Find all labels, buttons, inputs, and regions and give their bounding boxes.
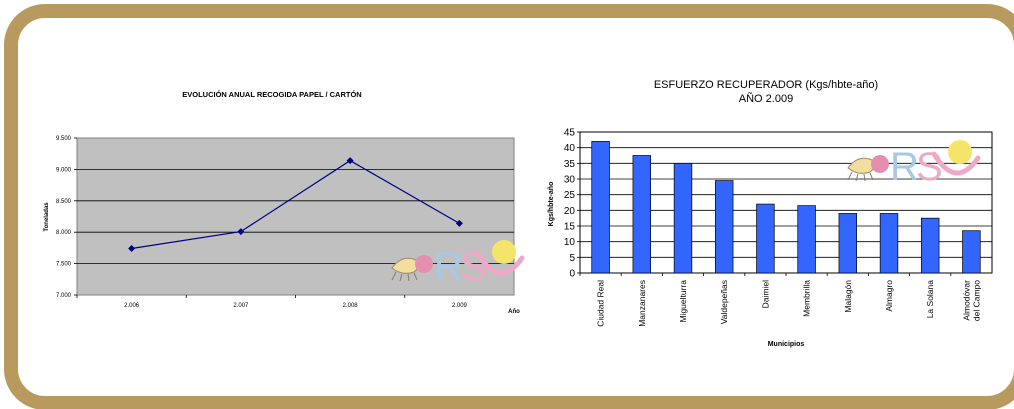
bar-y-tick-label: 0 [569, 269, 575, 280]
bar-x-tick-label: Malagón [843, 280, 853, 313]
bar-y-axis-label: Kgs/hbte-año [548, 182, 555, 227]
bar [838, 213, 858, 274]
logo-letter-r: R [890, 145, 919, 189]
bar-x-tick-label: Daimiel [760, 280, 770, 308]
bar [756, 203, 775, 274]
bar [920, 217, 940, 274]
line-chart: EVOLUCIÓN ANUAL RECOGIDA PAPEL / CARTÓN … [44, 90, 522, 315]
line-chart-title: EVOLUCIÓN ANUAL RECOGIDA PAPEL / CARTÓN [182, 90, 361, 99]
line-x-tick-label: 2.006 [124, 303, 140, 309]
line-y-tick-label: 7.500 [56, 262, 72, 268]
bar-chart: ESFUERZO RECUPERADOR (Kgs/hbte-año) AÑO … [548, 79, 993, 348]
bar-y-tick-label: 15 [564, 222, 576, 233]
line-x-tick-label: 2.009 [452, 303, 468, 309]
bar [714, 180, 734, 274]
bar-y-tick-label: 10 [564, 237, 576, 248]
bar-y-tick-label: 40 [564, 143, 576, 154]
bar [797, 205, 816, 274]
line-point [128, 245, 136, 253]
line-series [131, 159, 460, 250]
bar-chart-subtitle: AÑO 2.009 [739, 92, 793, 105]
line-x-tick-label: 2.008 [343, 303, 359, 309]
bar-x-tick-label: La Solana [925, 280, 935, 319]
line-y-axis-label: Toneladas [44, 202, 50, 232]
line-x-tick-label: 2.007 [233, 303, 249, 309]
bar-y-tick-label: 25 [564, 190, 576, 201]
line-point [346, 157, 354, 165]
bar [673, 162, 693, 274]
rsu-logo-line: R S [392, 240, 522, 289]
bar-x-tick-label: Manzanares [637, 280, 647, 327]
bar-x-axis-label: Municipios [768, 341, 805, 348]
line-x-axis-label: Año [508, 309, 520, 315]
logo-letter-s: S [460, 245, 487, 289]
line-plot-area [76, 137, 515, 296]
line-y-tick-label: 9.500 [56, 136, 72, 142]
bar-y-tick-label: 35 [564, 159, 576, 170]
rsu-logo-bar: R S [848, 140, 978, 189]
bar-x-tick-label: Ciudad Real [596, 280, 606, 327]
logo-letter-r: R [434, 245, 463, 289]
line-point [455, 219, 463, 227]
line-y-tick-label: 8.000 [56, 230, 72, 236]
bar [632, 155, 652, 274]
line-y-tick-label: 9.000 [56, 167, 72, 173]
bar [879, 213, 899, 274]
bar-y-tick-label: 20 [564, 206, 576, 217]
bar-x-tick-label: Almodóvardel Campo [961, 280, 981, 321]
bar-x-tick-label: Almagro [884, 280, 894, 312]
line-y-tick-label: 7.000 [56, 293, 72, 299]
bar [591, 141, 610, 274]
bar-y-tick-label: 45 [564, 128, 576, 139]
bar-x-tick-label: Miguelturra [678, 280, 688, 323]
bar-y-tick-label: 5 [569, 253, 575, 264]
line-point [237, 228, 245, 236]
logo-letter-s: S [916, 145, 943, 189]
bar-x-tick-label: Membrilla [802, 280, 812, 317]
bar [962, 230, 981, 274]
bar-chart-title: ESFUERZO RECUPERADOR (Kgs/hbte-año) [654, 79, 878, 91]
bar-y-tick-label: 30 [564, 175, 576, 186]
bar-x-tick-label: Valdepeñas [719, 280, 729, 324]
line-y-tick-label: 8.500 [56, 199, 72, 205]
